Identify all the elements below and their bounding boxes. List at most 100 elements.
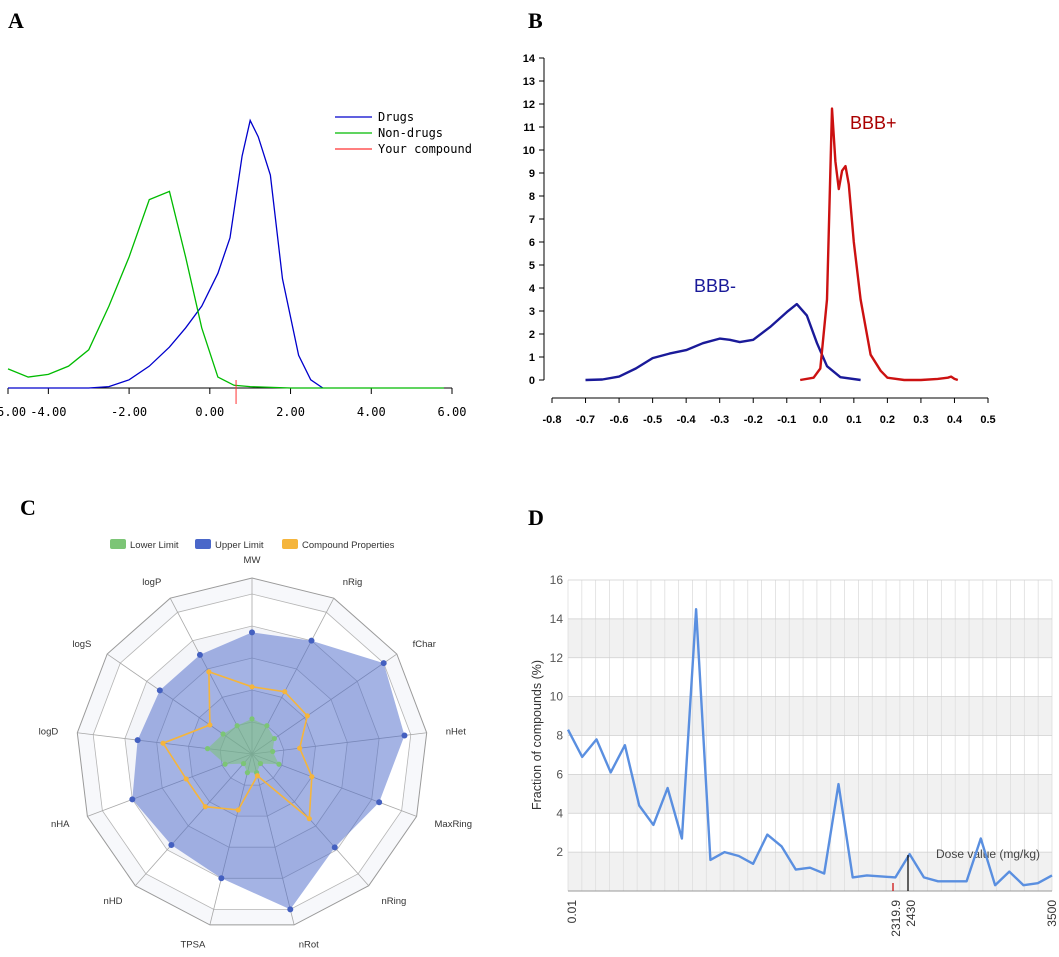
radar-point-upper-limit-4: [376, 799, 383, 806]
x-tick-label-0: -0.8: [543, 414, 562, 426]
y-tick-label-14: 14: [523, 53, 536, 65]
y-tick-label-5: 5: [529, 260, 535, 272]
radar-point-upper-limit-2: [380, 660, 387, 667]
legend-swatch-2: [282, 539, 298, 549]
y-tick-label-11: 11: [523, 122, 535, 134]
radar-point-compound-properties-10: [160, 740, 166, 746]
x-tick-label-4: 2.00: [276, 405, 305, 419]
radar-point-lower-limit-5: [257, 760, 264, 767]
radar-point-compound-properties-0: [249, 684, 255, 690]
radar-point-compound-properties-2: [304, 713, 310, 719]
radar-point-upper-limit-10: [134, 737, 141, 744]
radar-point-upper-limit-7: [218, 875, 225, 882]
radar-point-lower-limit-1: [264, 723, 270, 729]
radar-point-lower-limit-9: [222, 761, 228, 767]
radar-point-lower-limit-3: [270, 748, 276, 755]
x-axis-title: Dose value (mg/kg): [936, 847, 1040, 861]
radar-axis-label-mw: MW: [244, 555, 261, 566]
plot-band-6: [568, 618, 1052, 658]
series-line-bbb-: [799, 107, 959, 382]
y-tick-label-2: 2: [556, 845, 563, 859]
x-tick-label-5: 4.00: [357, 405, 386, 419]
x-tick-label-8: 0.0: [813, 414, 828, 426]
plot-band-2: [568, 774, 1052, 814]
radar-point-compound-properties-1: [282, 689, 288, 695]
x-tick-label-6: -0.2: [744, 414, 763, 426]
radar-point-upper-limit-8: [168, 842, 175, 849]
radar-point-compound-properties-12: [206, 669, 212, 675]
y-tick-label-13: 13: [523, 76, 535, 88]
x-tick-label-7: -0.1: [777, 414, 796, 426]
plot-band-4: [568, 696, 1052, 736]
legend-label-2: Compound Properties: [302, 540, 395, 551]
y-tick-label-10: 10: [550, 690, 564, 704]
radar-point-upper-limit-9: [129, 796, 136, 803]
radar-axis-label-logp: logP: [142, 577, 161, 588]
dose-series-line: [566, 607, 1053, 887]
radar-axis-label-nrot: nRot: [299, 940, 319, 951]
radar-axis-label-nrig: nRig: [343, 577, 363, 588]
y-tick-label-10: 10: [523, 145, 535, 157]
radar-axis-label-tpsa: TPSA: [180, 940, 205, 951]
panel-label-d: D: [528, 505, 544, 530]
radar-axis-label-nhd: nHD: [104, 896, 123, 907]
x-tick-label-11: 0.3: [913, 414, 928, 426]
radar-axis-label-nha: nHA: [51, 819, 70, 830]
radar-point-upper-limit-6: [287, 906, 294, 913]
chart-a-svg: -5.00 -4.00 -2.00 0.00 2.00 4.00 6.00 Drugs Non-…: [0, 110, 472, 419]
chart-c: MW nRig fChar nHet MaxRing nRing nRot TPSA nHD nH…: [0, 490, 520, 957]
y-tick-label-12: 12: [550, 651, 564, 665]
x-tick-label-2: 2430: [904, 900, 918, 927]
panel-label-c: C: [20, 495, 36, 520]
x-tick-label-2: -0.6: [610, 414, 629, 426]
chart-b: -0.8 -0.7 -0.6 -0.5 -0.4 -0.3 -0.2 -0.1 0.0 0.1 0.…: [520, 0, 1059, 450]
radar-point-compound-properties-11: [207, 722, 213, 728]
radar-axis-label-nhet: nHet: [446, 726, 466, 737]
x-tick-label-0: -5.00: [0, 405, 26, 419]
panel-label-a: A: [8, 8, 24, 33]
radar-point-upper-limit-1: [308, 637, 315, 644]
y-tick-label-8: 8: [529, 191, 535, 203]
y-tick-label-4: 4: [556, 806, 563, 820]
plot-band-0: [568, 852, 1052, 891]
radar-series-compound-properties: [161, 670, 313, 821]
radar-axis-label-logs: logS: [72, 639, 91, 650]
chart-d-svg: 2 4 6 8 10 12 14 16 Fraction of compounds (%) Dos…: [530, 573, 1059, 937]
panel-label-b: B: [528, 8, 543, 33]
x-tick-label-6: 6.00: [438, 405, 467, 419]
radar-point-lower-limit-2: [271, 735, 277, 742]
x-tick-label-3: 3500: [1045, 900, 1059, 927]
chart-a: -5.00 -4.00 -2.00 0.00 2.00 4.00 6.00 Drugs Non-…: [0, 0, 500, 440]
radar-point-compound-properties-9: [183, 776, 189, 782]
radar-point-lower-limit-0: [249, 716, 255, 722]
y-tick-label-9: 9: [529, 168, 535, 180]
chart-d: 2 4 6 8 10 12 14 16 Fraction of compounds (%) Dos…: [520, 500, 1059, 957]
y-tick-label-16: 16: [550, 573, 564, 587]
y-tick-label-1: 1: [529, 352, 535, 364]
radar-point-upper-limit-5: [331, 844, 338, 851]
y-tick-label-14: 14: [550, 612, 564, 626]
x-tick-label-1: 2319.9: [889, 900, 903, 937]
x-tick-label-4: -0.4: [677, 414, 697, 426]
x-tick-label-1: -4.00: [30, 405, 66, 419]
radar-series-lower-limit: [207, 718, 279, 773]
x-tick-label-2: -2.00: [111, 405, 147, 419]
legend-swatch-1: [195, 539, 211, 549]
legend-swatch-0: [110, 539, 126, 549]
radar-axis-label-fchar: fChar: [413, 639, 436, 650]
y-tick-label-3: 3: [529, 306, 535, 318]
radar-point-upper-limit-3: [401, 732, 408, 739]
x-tick-label-9: 0.1: [846, 414, 861, 426]
series-line-bbb-: [585, 302, 861, 382]
radar-point-compound-properties-5: [306, 816, 312, 822]
y-tick-label-8: 8: [556, 729, 563, 743]
x-tick-label-3: 0.00: [195, 405, 224, 419]
legend-label-1: Upper Limit: [215, 540, 264, 551]
y-tick-label-12: 12: [523, 99, 535, 111]
legend-label-2: Your compound: [378, 142, 472, 156]
radar-point-compound-properties-4: [309, 774, 315, 780]
y-tick-label-6: 6: [529, 237, 535, 249]
radar-axis-label-maxring: MaxRing: [435, 819, 473, 830]
annotation-bbb-plus: BBB+: [850, 113, 897, 133]
series-line-non-drugs: [7, 190, 444, 389]
